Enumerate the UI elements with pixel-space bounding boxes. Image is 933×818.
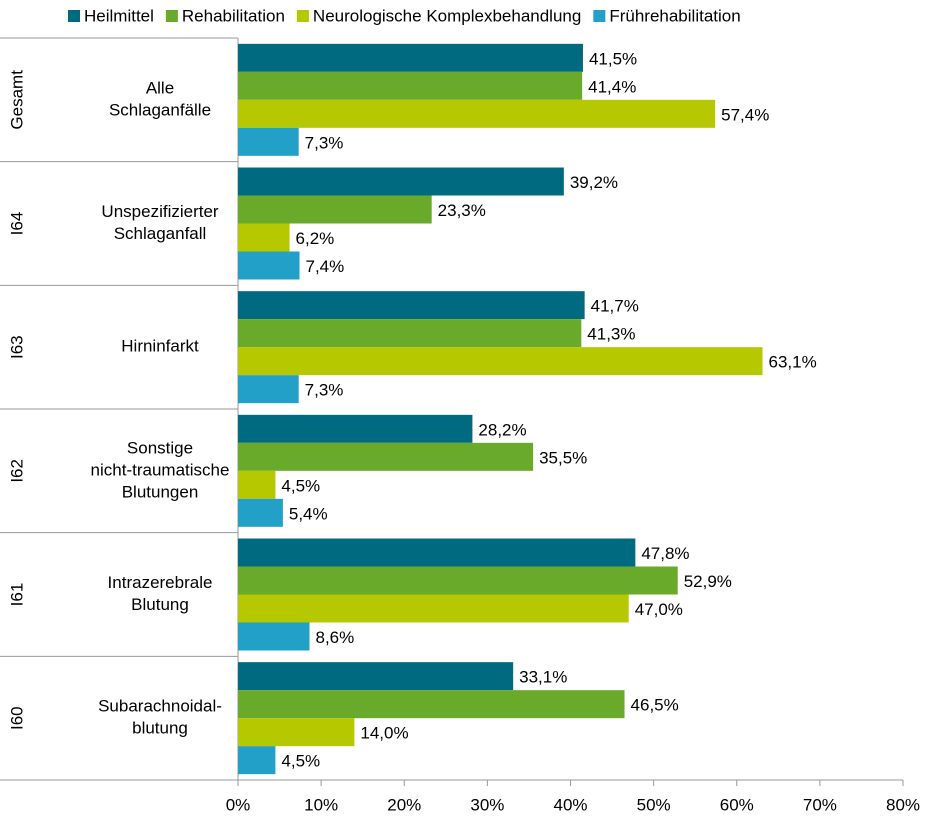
legend-swatch: [593, 10, 606, 22]
legend-swatch: [296, 10, 309, 22]
value-label: 6,2%: [296, 229, 335, 248]
x-tick-label: 0%: [226, 795, 251, 814]
x-tick-label: 60%: [720, 795, 754, 814]
legend-label: Frührehabilitation: [609, 6, 740, 25]
category-label: Blutung: [131, 595, 189, 614]
value-label: 4,5%: [281, 476, 320, 495]
bar: [238, 127, 299, 156]
bar: [238, 319, 582, 348]
category-label: nicht-traumatische: [91, 460, 230, 479]
bar: [238, 347, 763, 376]
group-label: I64: [7, 212, 26, 236]
bar: [238, 251, 300, 280]
group-label: I60: [7, 706, 26, 730]
bar: [238, 538, 636, 567]
group-label: I63: [7, 335, 26, 359]
value-label: 63,1%: [769, 353, 817, 372]
group-label: Gesamt: [7, 70, 26, 130]
bar: [238, 622, 310, 651]
bar: [238, 414, 473, 443]
x-tick-label: 80%: [886, 795, 920, 814]
category-label: blutung: [132, 719, 188, 738]
value-label: 46,5%: [631, 696, 679, 715]
value-label: 39,2%: [570, 173, 618, 192]
value-label: 35,5%: [539, 448, 587, 467]
value-label: 7,3%: [305, 133, 344, 152]
bar: [238, 746, 276, 775]
x-tick-label: 30%: [470, 795, 504, 814]
bar: [238, 375, 299, 404]
value-label: 28,2%: [478, 420, 526, 439]
value-label: 14,0%: [360, 724, 408, 743]
bar: [238, 662, 514, 691]
value-label: 47,8%: [641, 544, 689, 563]
bar: [238, 470, 276, 499]
group-label: I61: [7, 583, 26, 607]
value-label: 41,7%: [591, 297, 639, 316]
category-label: Schlaganfälle: [109, 100, 211, 119]
value-label: 7,3%: [305, 381, 344, 400]
bar: [238, 442, 534, 471]
value-label: 52,9%: [684, 572, 732, 591]
bar: [238, 690, 625, 719]
x-tick-label: 70%: [803, 795, 837, 814]
value-label: 33,1%: [519, 668, 567, 687]
bar: [238, 498, 283, 527]
value-label: 5,4%: [289, 504, 328, 523]
bar: [238, 167, 564, 196]
x-tick-label: 20%: [387, 795, 421, 814]
x-tick-label: 10%: [304, 795, 338, 814]
bar: [238, 71, 583, 100]
value-label: 41,4%: [588, 77, 636, 96]
bar: [238, 566, 678, 595]
bar: [238, 99, 716, 128]
category-label: Unspezifizierter: [101, 202, 218, 221]
legend-label: Neurologische Komplexbehandlung: [313, 6, 581, 25]
bar: [238, 718, 355, 747]
category-label: Intrazerebrale: [108, 573, 213, 592]
category-label: Schlaganfall: [114, 224, 207, 243]
legend-label: Rehabilitation: [182, 6, 285, 25]
category-label: Sonstige: [127, 438, 193, 457]
category-label: Blutungen: [122, 482, 199, 501]
category-label: Alle: [146, 78, 174, 97]
bar: [238, 291, 585, 320]
value-label: 4,5%: [281, 752, 320, 771]
value-label: 8,6%: [315, 628, 354, 647]
value-label: 47,0%: [635, 600, 683, 619]
legend-swatch: [68, 10, 80, 22]
legend-swatch: [165, 10, 178, 22]
value-label: 7,4%: [306, 257, 345, 276]
group-label: I62: [7, 459, 26, 483]
value-label: 23,3%: [438, 201, 486, 220]
value-label: 41,5%: [589, 49, 637, 68]
bar: [238, 195, 432, 224]
legend-label: Heilmittel: [84, 6, 154, 25]
x-tick-label: 40%: [553, 795, 587, 814]
category-label: Hirninfarkt: [121, 337, 199, 356]
value-label: 41,3%: [587, 325, 635, 344]
x-tick-label: 50%: [637, 795, 671, 814]
category-label: Subarachnoidal-: [98, 697, 222, 716]
bar: [238, 594, 629, 623]
value-label: 57,4%: [721, 105, 769, 124]
bar: [238, 223, 290, 252]
bar: [238, 43, 583, 72]
